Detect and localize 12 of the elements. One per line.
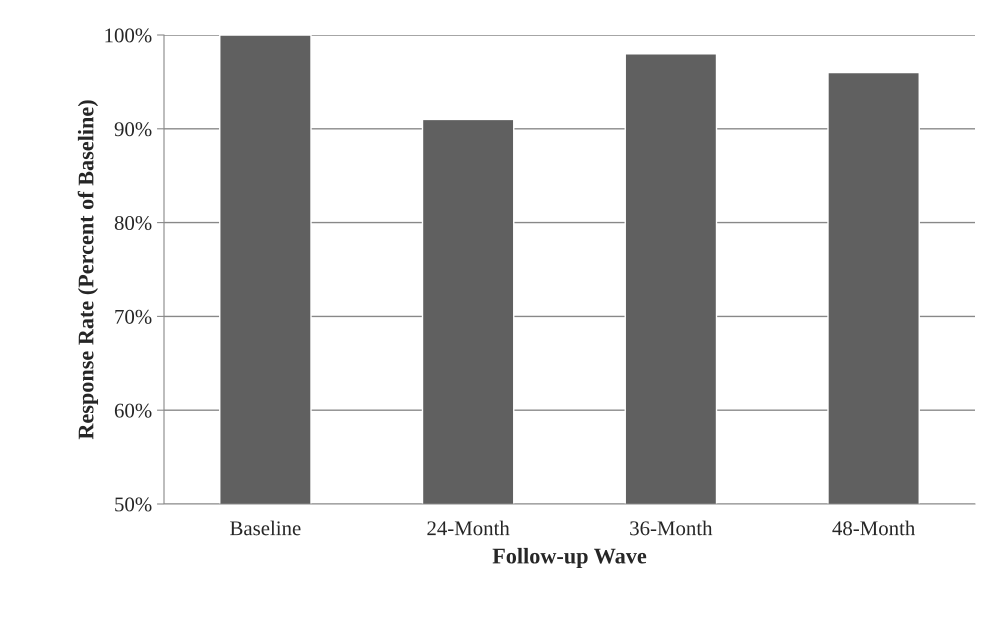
y-tick-label: 60%: [114, 404, 152, 418]
y-tick-label: 70%: [115, 310, 152, 324]
x-tick-label: 36-Month: [630, 520, 712, 536]
x-tick-label: Baseline: [230, 520, 301, 536]
y-tick-label: 100%: [105, 28, 152, 42]
y-tick-label: 90%: [114, 122, 152, 136]
x-tick-label: 24-Month: [427, 520, 510, 536]
y-tick-label: 50%: [115, 497, 152, 512]
y-tick-label: 80%: [114, 216, 152, 230]
x-tick-label: 48-Month: [832, 520, 916, 536]
y-axis-title: Response Rate (Percent of Baseline): [78, 100, 98, 440]
x-axis-title: Follow-up Wave: [492, 548, 646, 568]
